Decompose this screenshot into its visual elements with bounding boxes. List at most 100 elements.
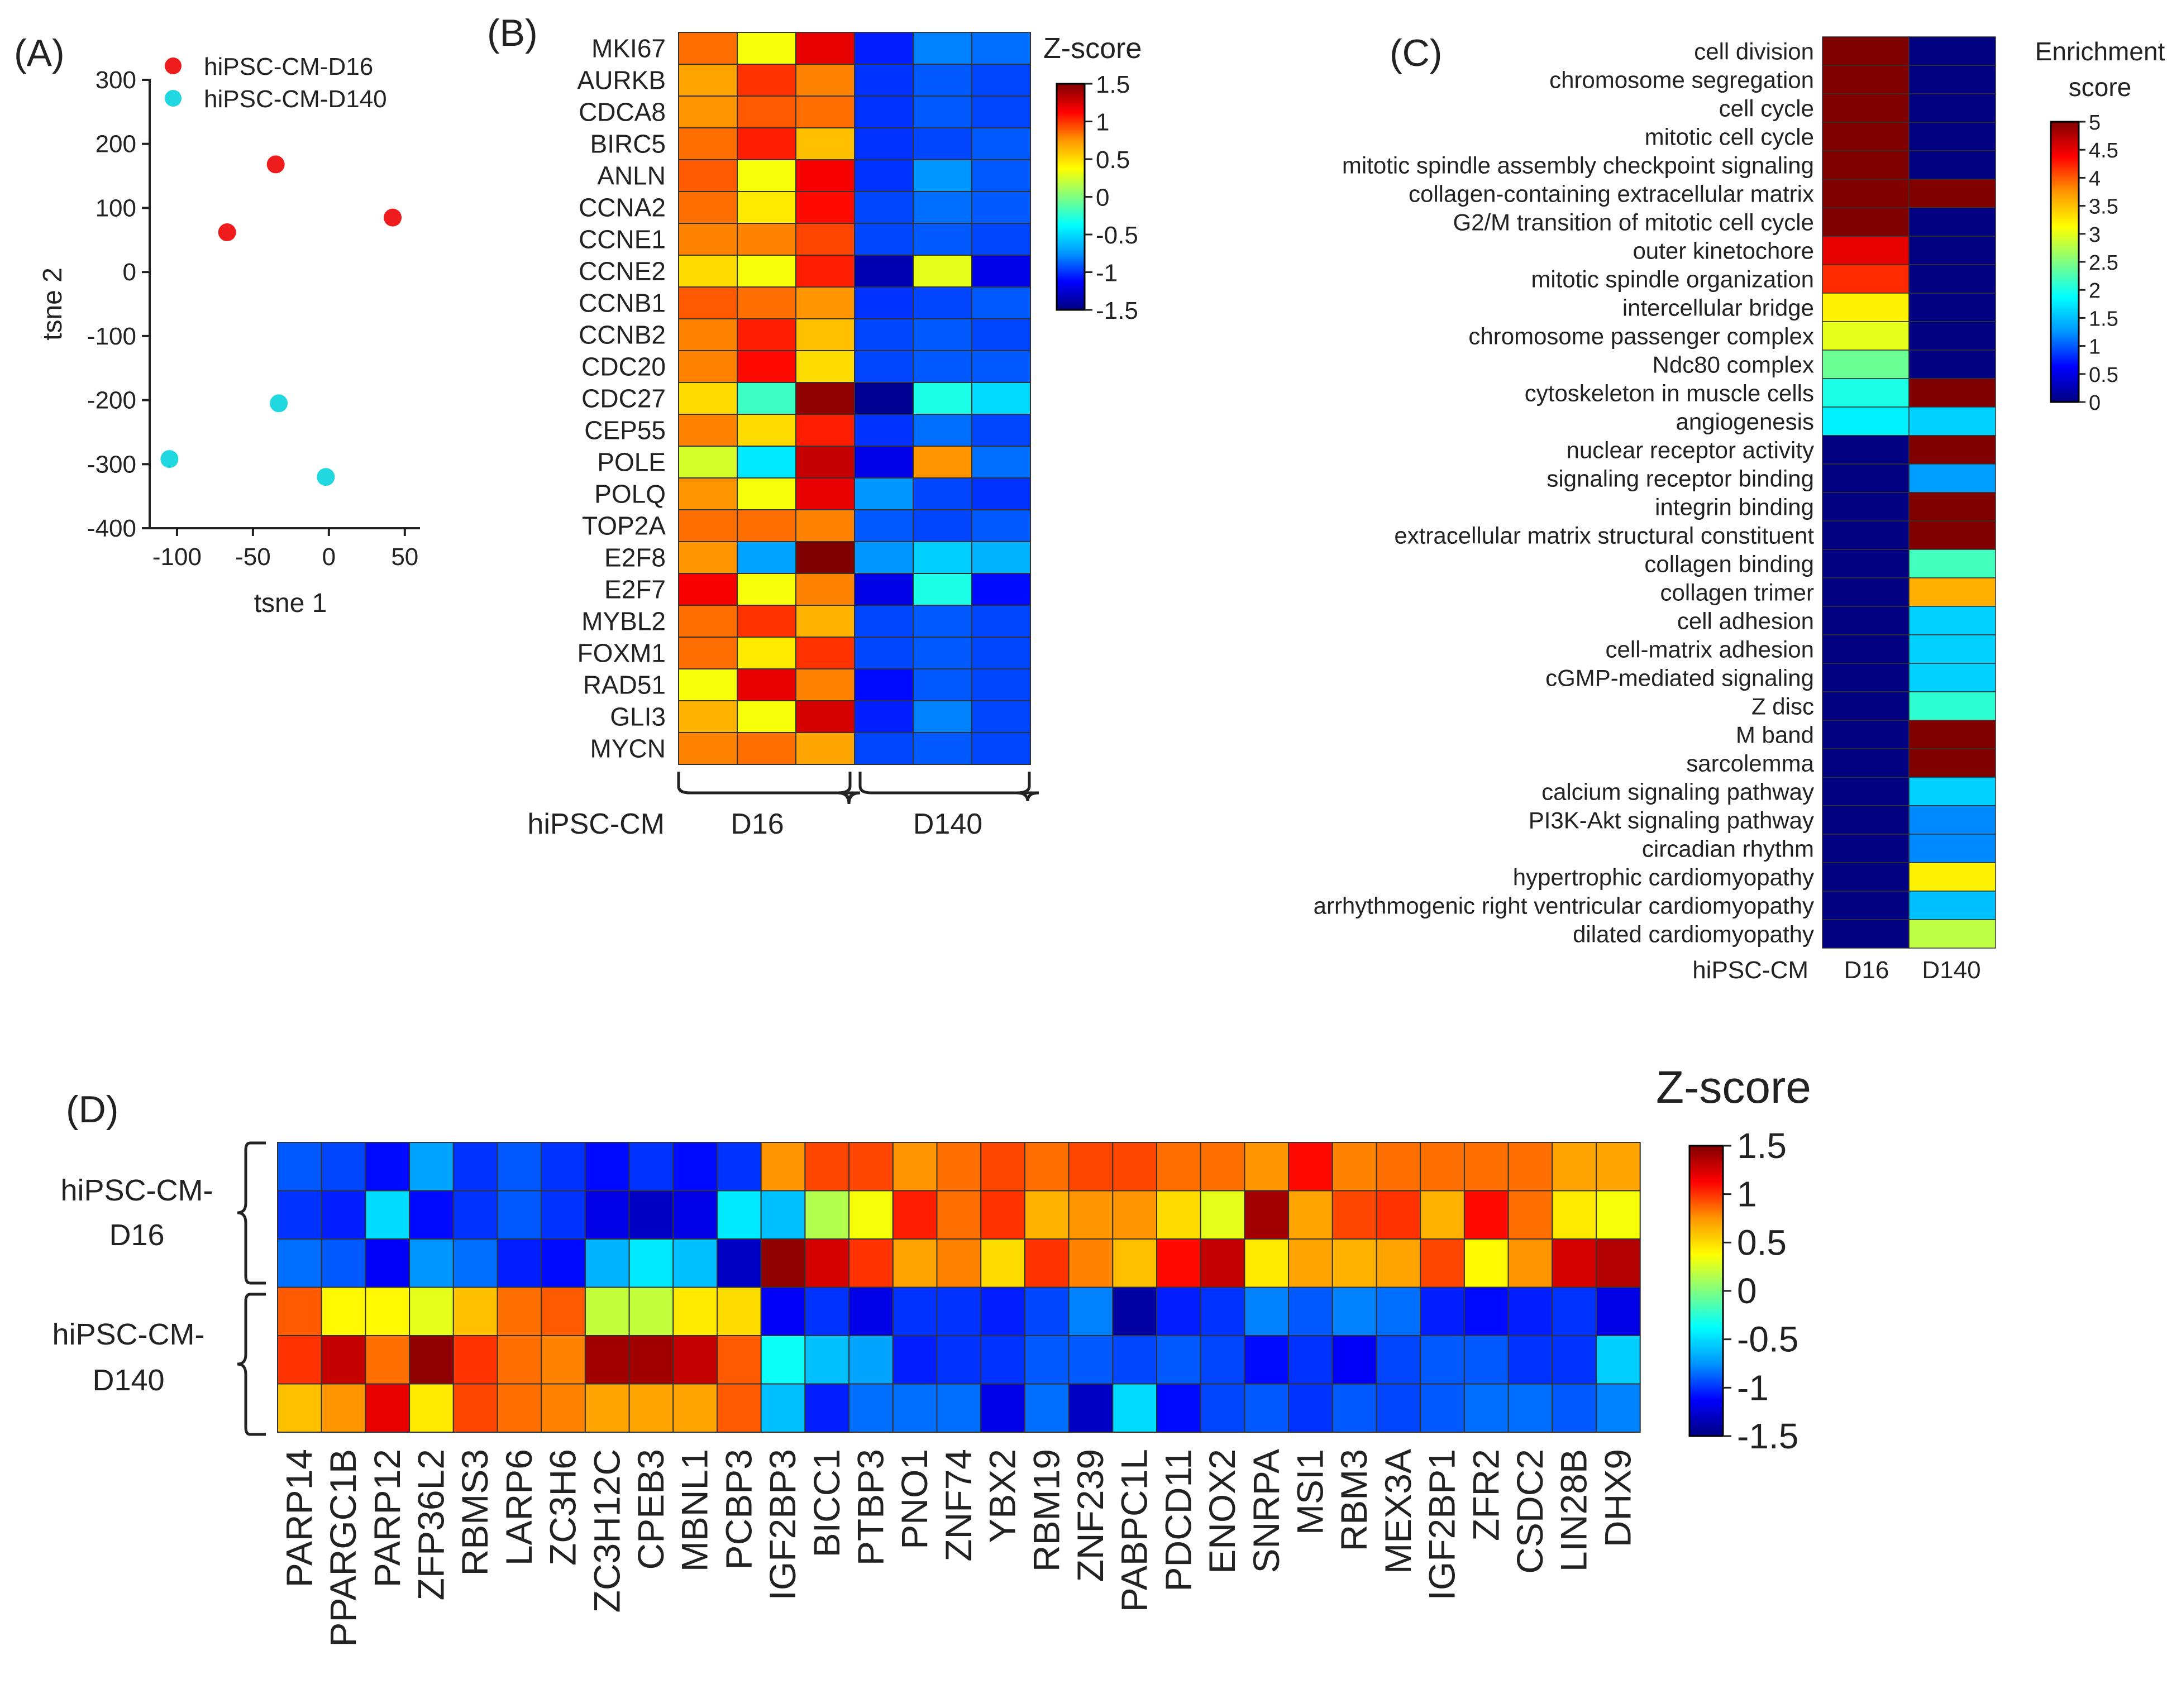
- heatmap-cell: [795, 700, 855, 733]
- heatmap-cell: [913, 223, 972, 256]
- term-label: calcium signaling pathway: [1541, 779, 1814, 805]
- heatmap-cell: [1331, 1238, 1377, 1288]
- heatmap-cell: [854, 350, 914, 383]
- heatmap-cell: [892, 1238, 938, 1288]
- heatmap-cell: [1331, 1286, 1377, 1336]
- heatmap-cell: [678, 446, 738, 479]
- rbp-label: ZNF74: [938, 1449, 979, 1562]
- heatmap-cell: [971, 127, 1031, 160]
- colorbar-tick-label: 5: [2089, 111, 2101, 135]
- heatmap-cell: [913, 605, 972, 638]
- colorbar-tick-label: 1.5: [2089, 307, 2118, 331]
- colorbar-tick-label: 0: [1737, 1271, 1757, 1311]
- enrichment-cell: [1822, 122, 1910, 151]
- heatmap-cell: [497, 1238, 542, 1288]
- heatmap-cell: [737, 64, 796, 97]
- enrichment-cell: [1822, 748, 1910, 778]
- heatmap-cell: [913, 446, 972, 479]
- rbp-label: RBMS3: [454, 1449, 495, 1576]
- colorbar-tick-label: 1: [1096, 109, 1109, 136]
- heatmap-cell: [1507, 1335, 1553, 1385]
- enrichment-cell: [1822, 606, 1910, 635]
- panel-a: (A) hiPSC-CM-D16 hiPSC-CM-D140 300 200 100…: [14, 32, 420, 618]
- heatmap-cell: [737, 382, 796, 415]
- enrichment-cell: [1908, 520, 1996, 550]
- heatmap-cell: [672, 1335, 718, 1385]
- heatmap-cell: [737, 159, 796, 192]
- heatmap-cell: [795, 446, 855, 479]
- term-label: M band: [1736, 722, 1814, 748]
- enrichment-cell: [1822, 264, 1910, 294]
- colorbar-tick-label: 1: [2089, 336, 2101, 359]
- heatmap-cell: [409, 1142, 454, 1192]
- heatmap-cell: [737, 223, 796, 256]
- heatmap-cell: [737, 255, 796, 288]
- group-label-d16-b: D16: [731, 808, 784, 840]
- rbp-label: ZC3H12C: [586, 1449, 627, 1613]
- enrichment-cell: [1908, 891, 1996, 920]
- gene-label: CCNE2: [579, 257, 666, 286]
- gene-heatmap: [678, 32, 1031, 765]
- heatmap-cell: [737, 318, 796, 351]
- heatmap-cell: [971, 350, 1031, 383]
- heatmap-cell: [1331, 1335, 1377, 1385]
- enrichment-cell: [1822, 862, 1910, 892]
- heatmap-cell: [913, 573, 972, 606]
- heatmap-cell: [804, 1383, 850, 1433]
- gene-label: ANLN: [597, 161, 666, 190]
- rbp-label: PABPC1L: [1114, 1449, 1155, 1612]
- heatmap-cell: [1331, 1142, 1377, 1192]
- heatmap-cell: [584, 1238, 630, 1288]
- heatmap-cell: [854, 382, 914, 415]
- heatmap-cell: [1463, 1142, 1509, 1192]
- panel-b-label: (B): [487, 12, 538, 54]
- colorbar-tick-label: 1: [1737, 1174, 1757, 1214]
- heatmap-cell: [936, 1190, 982, 1240]
- colorbar-tick-label: 2.5: [2089, 251, 2118, 275]
- heatmap-cell: [1024, 1286, 1070, 1336]
- enrichment-cell: [1822, 236, 1910, 265]
- heatmap-cell: [1244, 1286, 1290, 1336]
- rbp-label: PCBP3: [718, 1449, 759, 1570]
- enrichment-cell: [1908, 93, 1996, 123]
- heatmap-cell: [1376, 1286, 1421, 1336]
- heatmap-cell: [1200, 1142, 1245, 1192]
- heatmap-cell: [1068, 1238, 1114, 1288]
- column-label-d140-c: D140: [1922, 956, 1980, 984]
- term-label: chromosome segregation: [1549, 67, 1814, 93]
- heatmap-cell: [737, 573, 796, 606]
- heatmap-cell: [1288, 1335, 1333, 1385]
- heatmap-cell: [971, 32, 1031, 65]
- heatmap-cell: [936, 1238, 982, 1288]
- enrichment-cell: [1822, 65, 1910, 94]
- legend-marker-d140: [165, 90, 182, 107]
- heatmap-cell: [1156, 1142, 1201, 1192]
- enrichment-cell: [1908, 834, 1996, 863]
- enrichment-cell: [1822, 435, 1910, 465]
- gene-label: RAD51: [583, 671, 666, 700]
- scatter-point: [218, 223, 236, 242]
- heatmap-cell: [795, 605, 855, 638]
- y-tick-label: 300: [96, 66, 136, 94]
- term-label: angiogenesis: [1676, 409, 1814, 435]
- heatmap-cell: [628, 1286, 674, 1336]
- scatter-point: [160, 450, 179, 468]
- term-label: arrhythmogenic right ventricular cardiom…: [1314, 893, 1814, 919]
- colorbar-tick-label: -1.5: [1737, 1416, 1798, 1456]
- heatmap-cell: [795, 159, 855, 192]
- gene-label: GLI3: [610, 702, 666, 731]
- colorbar-d-title: Z-score: [1656, 1062, 1811, 1113]
- heatmap-cell: [737, 127, 796, 160]
- enrichment-cell: [1908, 236, 1996, 265]
- x-tick-label: 0: [322, 543, 336, 571]
- colorbar-tick-label: -1.5: [1096, 297, 1138, 324]
- heatmap-cell: [892, 1383, 938, 1433]
- rbp-label: ENOX2: [1201, 1449, 1243, 1574]
- heatmap-cell: [892, 1335, 938, 1385]
- heatmap-cell: [717, 1286, 762, 1336]
- gene-label: MKI67: [591, 34, 666, 63]
- group-label-d140-b: D140: [913, 808, 982, 840]
- heatmap-cell: [365, 1238, 411, 1288]
- heatmap-cell: [1596, 1142, 1641, 1192]
- heatmap-cell: [497, 1286, 542, 1336]
